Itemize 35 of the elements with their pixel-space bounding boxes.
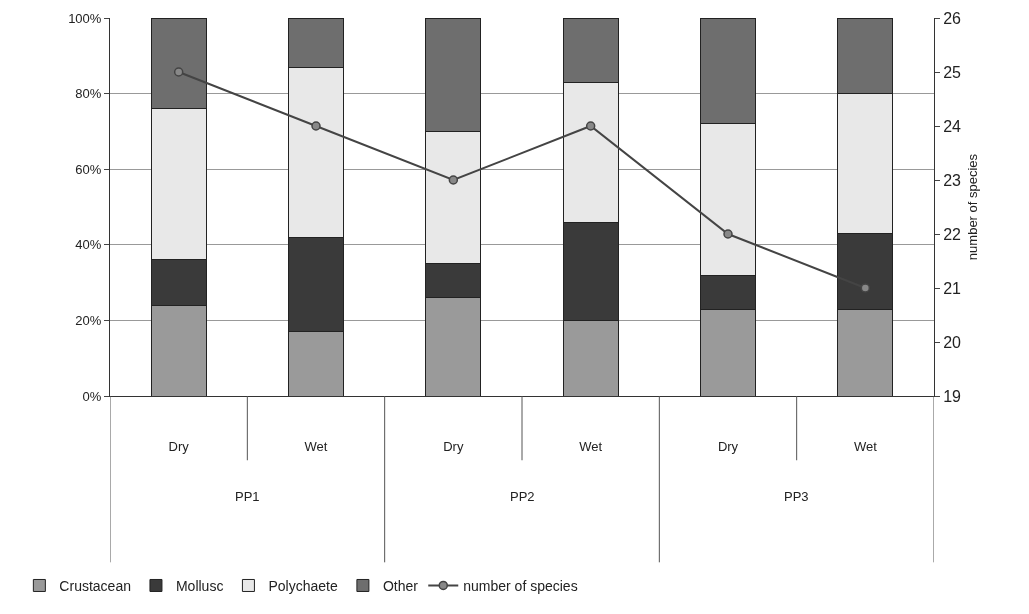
legend-label: Mollusc [175,577,224,594]
point [173,67,184,77]
text: PP3 [784,489,809,504]
y-tick-label: 80% [75,86,102,102]
x-tick-label: Wet [304,438,328,454]
y2-tick-label: 25 [943,63,962,81]
y-tick-label: 40% [75,237,102,253]
y-tick-label: 60% [75,161,102,177]
y2-tick-label: 24 [943,117,962,135]
y-tick-label: 20% [75,312,102,328]
y2-tick-label: 20 [943,333,962,351]
text: PP2 [510,489,535,504]
point [448,175,459,185]
point [860,283,871,293]
y2-tick-label: 26 [943,9,962,27]
y-tick-label: 0% [82,388,102,404]
y2-tick-label: 23 [943,171,962,189]
legend-label: number of species [463,577,578,594]
y2-tick-label: 19 [943,387,962,405]
x-tick-label: Wet [853,438,878,454]
y2-tick-label: 22 [943,225,962,243]
point [585,121,596,131]
x-tick-label: Wet [579,438,603,454]
legend-label: Crustacean [59,577,131,594]
legend-label: Other [382,577,419,594]
x-tick-label: Dry [443,438,464,454]
point [311,121,321,131]
y-tick-label: 100% [68,10,102,26]
text: PP1 [235,489,260,504]
x-tick-label: Dry [168,438,190,454]
x-tick-label: Dry [717,438,739,454]
y2-axis-title: number of species [964,153,980,261]
legend-label: Polychaete [268,577,338,594]
y2-tick-label: 21 [943,279,962,297]
point [723,229,733,239]
